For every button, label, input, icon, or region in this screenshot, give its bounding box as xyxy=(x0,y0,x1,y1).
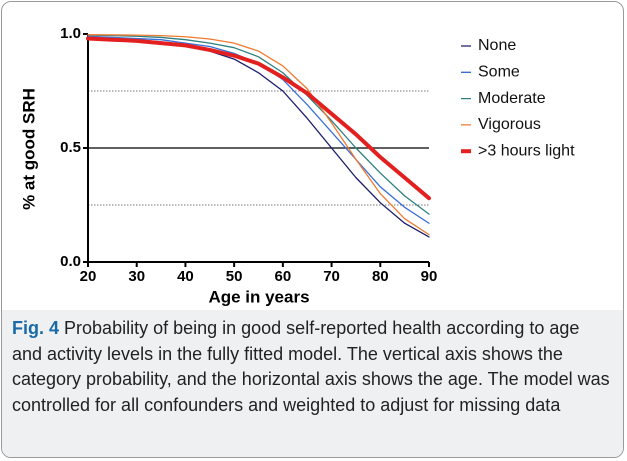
x-tick-label: 50 xyxy=(226,268,243,285)
y-tick-label: 0.0 xyxy=(60,253,81,270)
chart: % at good SRH Age in years 0.0 0.5 1.0 20 30… xyxy=(19,25,575,307)
y-tick-label: 0.5 xyxy=(60,139,81,156)
legend-label: Some xyxy=(478,64,520,81)
legend-label: None xyxy=(478,37,516,54)
x-tick-label: 40 xyxy=(177,268,194,285)
caption-text: Probability of being in good self-report… xyxy=(12,318,610,415)
x-tick-label: 30 xyxy=(128,268,145,285)
series-line xyxy=(87,36,430,238)
series-line xyxy=(87,34,430,215)
legend-label: Vigorous xyxy=(478,116,541,133)
caption-label: Fig. 4 xyxy=(12,318,60,338)
legend-label: Moderate xyxy=(478,90,546,107)
x-tick-label: 80 xyxy=(372,268,389,285)
x-tick-label: 90 xyxy=(421,268,438,285)
x-axis-label: Age in years xyxy=(208,287,309,306)
y-axis-label: % at good SRH xyxy=(19,88,38,210)
series-line xyxy=(86,36,431,201)
series-line xyxy=(87,34,430,236)
x-tick-label: 70 xyxy=(323,268,340,285)
x-tick-label: 60 xyxy=(275,268,292,285)
x-tick-label: 20 xyxy=(80,268,97,285)
y-tick-label: 1.0 xyxy=(60,25,81,42)
caption: Fig. 4 Probability of being in good self… xyxy=(2,310,623,457)
legend-label: >3 hours light xyxy=(478,142,575,159)
